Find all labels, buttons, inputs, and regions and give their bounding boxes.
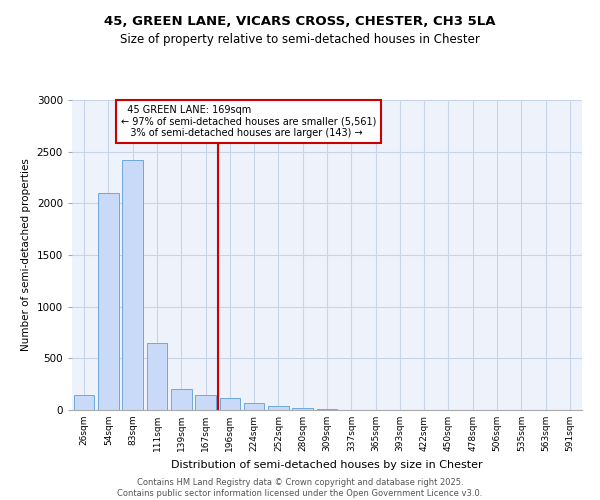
Text: Size of property relative to semi-detached houses in Chester: Size of property relative to semi-detach… xyxy=(120,32,480,46)
Text: 45 GREEN LANE: 169sqm  
← 97% of semi-detached houses are smaller (5,561)
   3% : 45 GREEN LANE: 169sqm ← 97% of semi-deta… xyxy=(121,105,376,138)
Text: 45, GREEN LANE, VICARS CROSS, CHESTER, CH3 5LA: 45, GREEN LANE, VICARS CROSS, CHESTER, C… xyxy=(104,15,496,28)
Bar xyxy=(220,398,240,410)
X-axis label: Distribution of semi-detached houses by size in Chester: Distribution of semi-detached houses by … xyxy=(171,460,483,469)
Bar xyxy=(146,343,167,410)
Bar xyxy=(292,408,313,410)
Bar xyxy=(171,390,191,410)
Text: Contains HM Land Registry data © Crown copyright and database right 2025.
Contai: Contains HM Land Registry data © Crown c… xyxy=(118,478,482,498)
Y-axis label: Number of semi-detached properties: Number of semi-detached properties xyxy=(21,158,31,352)
Bar xyxy=(122,160,143,410)
Bar xyxy=(74,394,94,410)
Bar xyxy=(98,193,119,410)
Bar xyxy=(268,406,289,410)
Bar xyxy=(195,395,216,410)
Bar xyxy=(244,403,265,410)
